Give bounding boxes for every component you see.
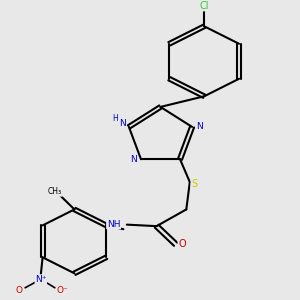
- Text: S: S: [191, 179, 197, 190]
- Text: N: N: [119, 119, 126, 128]
- Text: Cl: Cl: [200, 1, 209, 10]
- Text: O: O: [178, 239, 186, 249]
- Text: O⁻: O⁻: [57, 286, 68, 295]
- Text: N: N: [130, 155, 136, 164]
- Text: O: O: [15, 286, 22, 295]
- Text: N: N: [196, 122, 203, 131]
- Text: N⁺: N⁺: [35, 275, 46, 284]
- Text: NH: NH: [107, 220, 120, 229]
- Text: CH₃: CH₃: [48, 187, 62, 196]
- Text: H: H: [113, 115, 118, 124]
